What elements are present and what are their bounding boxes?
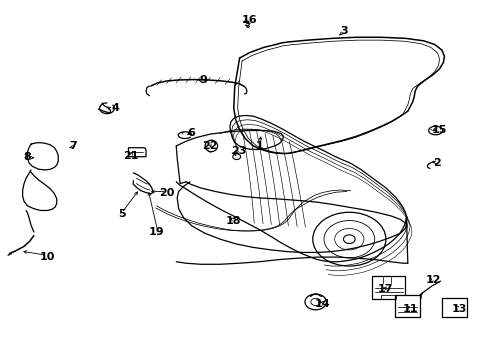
Text: 8: 8 bbox=[23, 152, 31, 162]
FancyBboxPatch shape bbox=[371, 276, 405, 299]
Text: 3: 3 bbox=[340, 26, 347, 36]
Text: 2: 2 bbox=[432, 158, 440, 168]
Text: 19: 19 bbox=[149, 227, 164, 237]
Text: 1: 1 bbox=[255, 141, 263, 151]
Text: 22: 22 bbox=[202, 141, 218, 151]
Text: 17: 17 bbox=[377, 284, 393, 294]
Text: 5: 5 bbox=[118, 209, 125, 219]
Text: 9: 9 bbox=[199, 75, 206, 85]
Text: 4: 4 bbox=[111, 103, 119, 113]
Text: 12: 12 bbox=[425, 275, 441, 285]
Text: 6: 6 bbox=[186, 129, 194, 138]
FancyBboxPatch shape bbox=[394, 295, 419, 317]
Text: 23: 23 bbox=[230, 146, 246, 156]
Text: 16: 16 bbox=[241, 15, 257, 26]
Text: 21: 21 bbox=[123, 150, 139, 161]
Text: 18: 18 bbox=[225, 216, 241, 226]
Text: 15: 15 bbox=[431, 125, 447, 135]
FancyBboxPatch shape bbox=[441, 298, 467, 317]
Text: 7: 7 bbox=[69, 141, 77, 151]
Text: 14: 14 bbox=[314, 299, 330, 309]
Text: 13: 13 bbox=[450, 304, 466, 314]
Text: 11: 11 bbox=[402, 304, 417, 314]
Text: 20: 20 bbox=[159, 188, 174, 198]
Text: 10: 10 bbox=[39, 252, 55, 262]
